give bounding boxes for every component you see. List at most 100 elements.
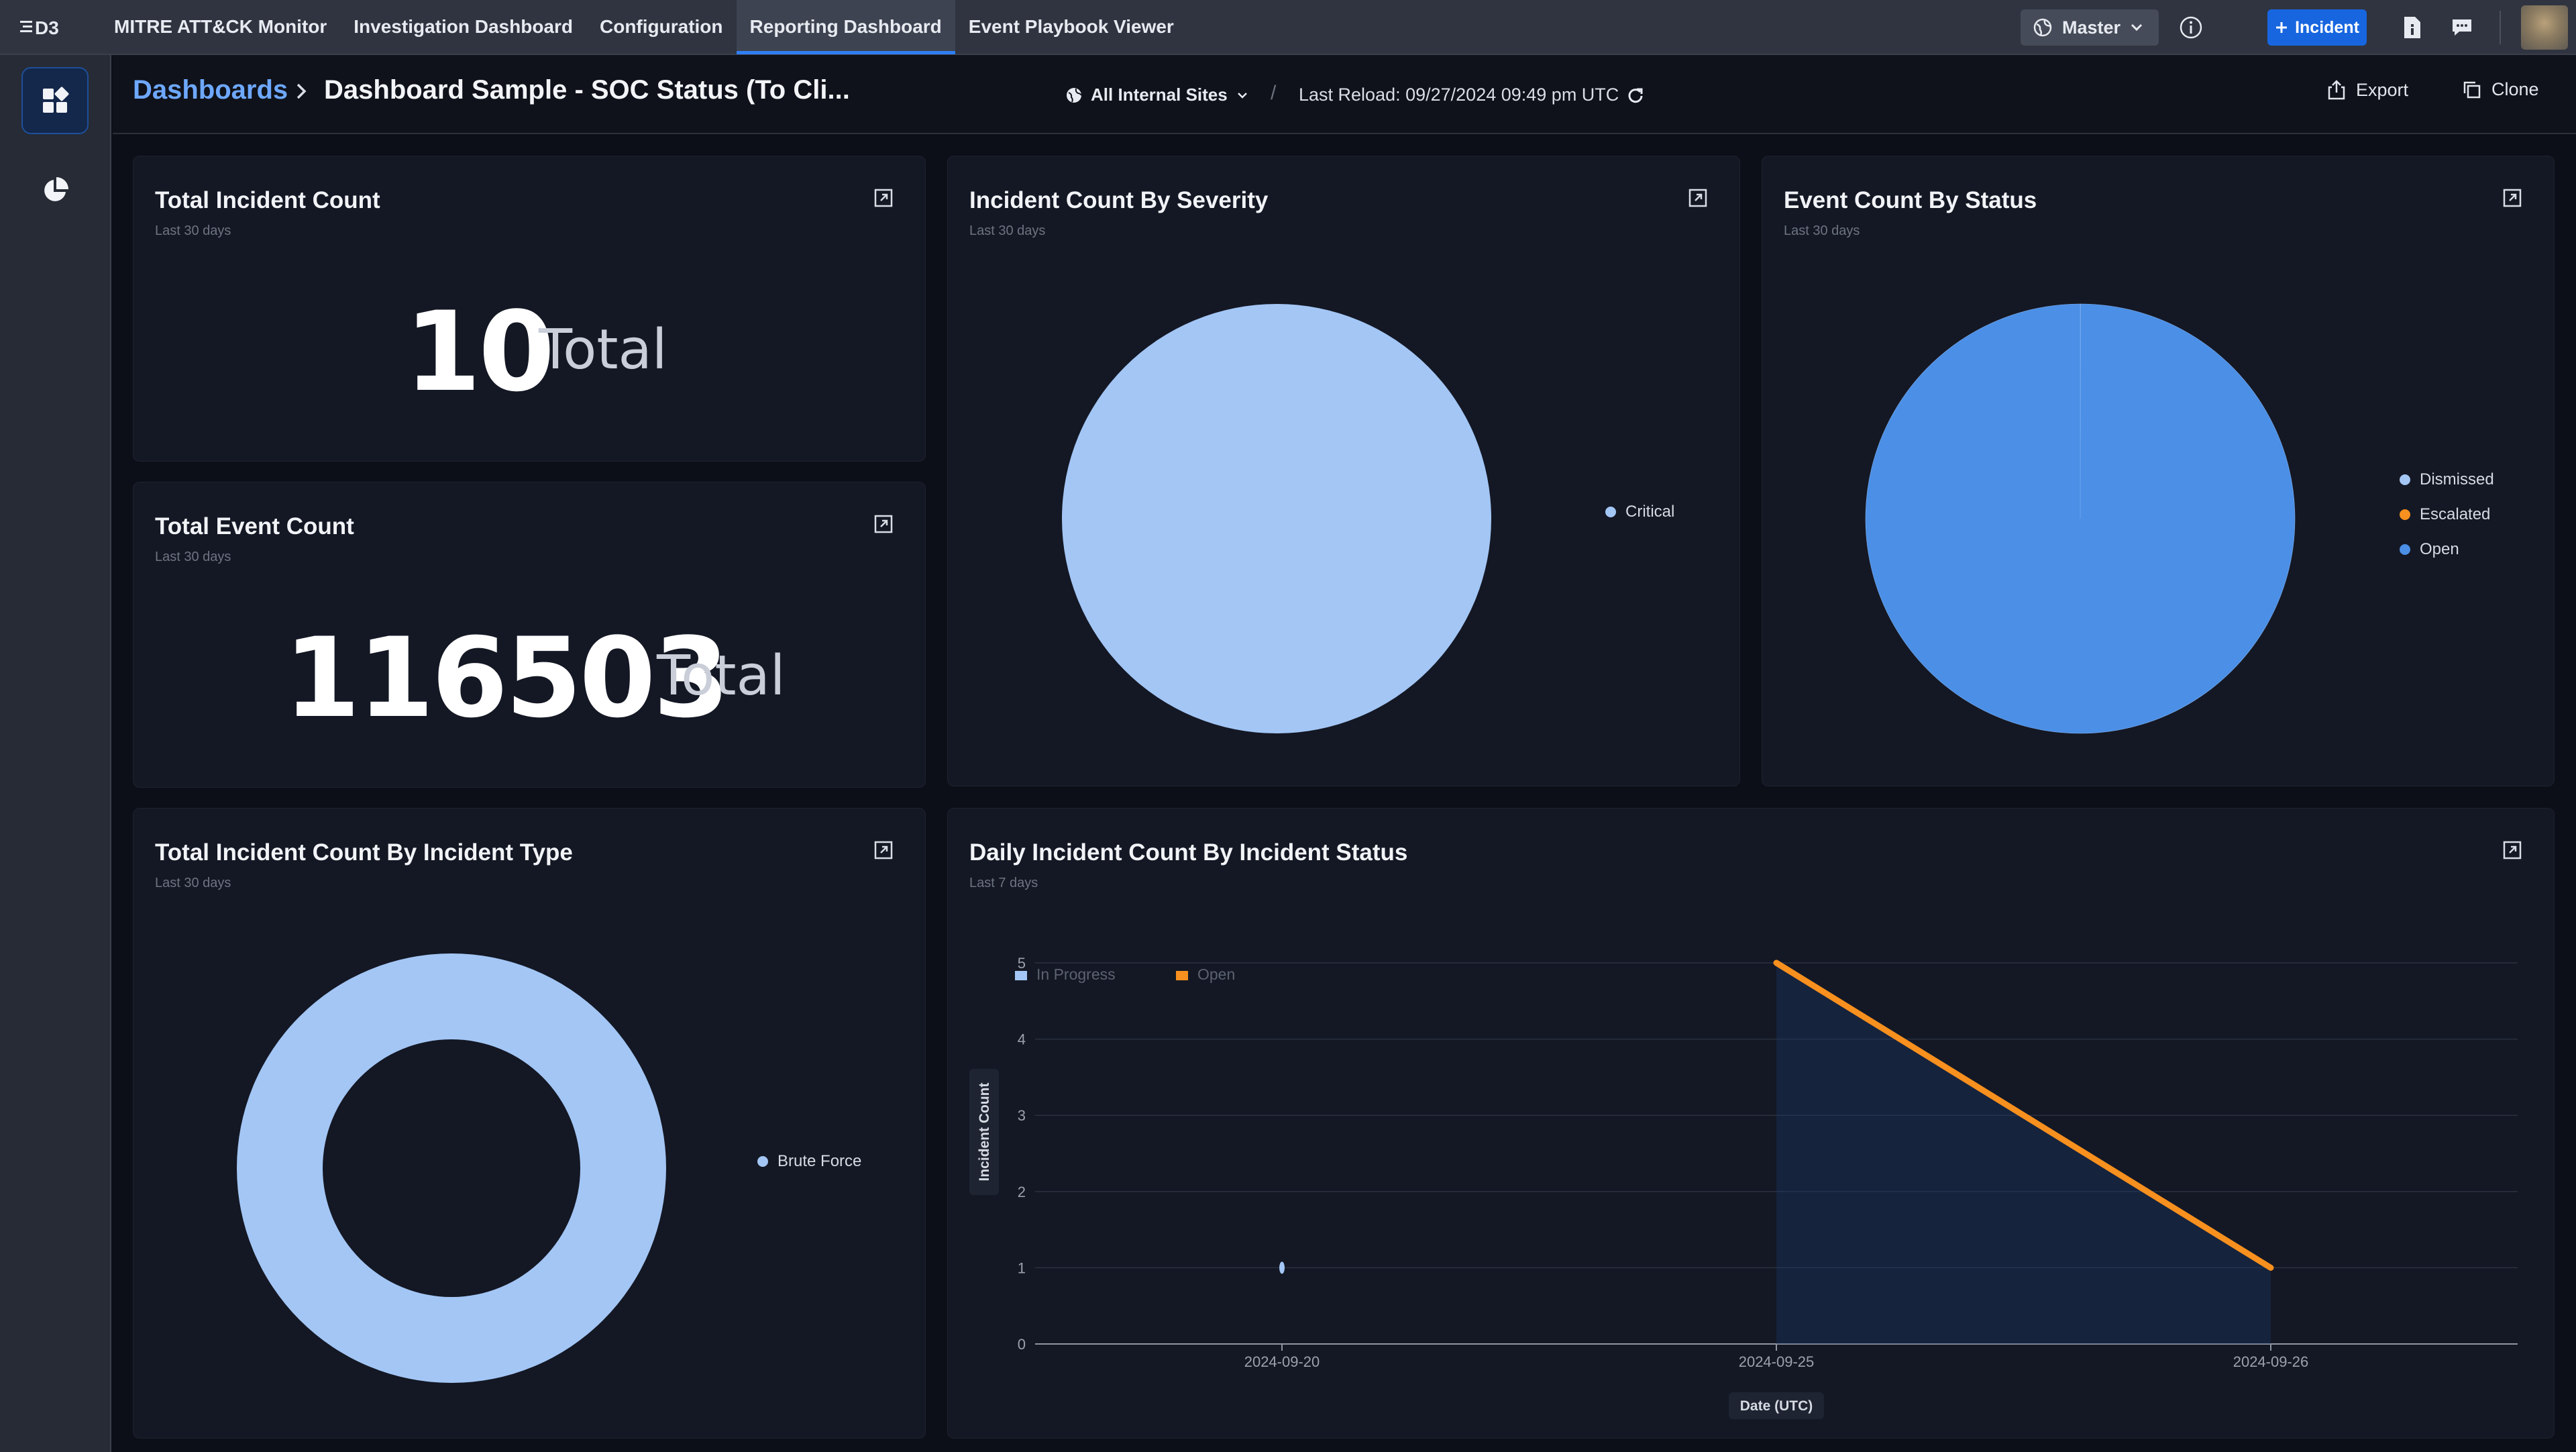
export-icon [2328,80,2345,100]
legend-label: Dismissed [2420,470,2494,488]
clone-label: Clone [2491,79,2539,99]
event-status-pie-chart [1865,303,2296,734]
widget-subtitle: Last 30 days [155,876,231,890]
legend-swatch-in-progress [1015,971,1027,980]
nav-configuration[interactable]: Configuration [600,16,723,37]
logo-text: D3 [35,17,59,37]
sidebar-dashboards-button[interactable] [21,67,89,134]
widget-subtitle: Last 30 days [1784,223,1860,238]
total-event-value: 116503 [284,614,730,742]
expand-widget-icon[interactable] [1687,187,1709,209]
main-nav: MITRE ATT&CK Monitor Investigation Dashb… [101,0,1187,54]
severity-pie-chart [1062,304,1491,733]
d3-logo[interactable]: D3 [0,0,101,54]
nav-reporting-dashboard[interactable]: Reporting Dashboard [736,0,955,54]
expand-widget-icon[interactable] [873,513,894,535]
clone-button[interactable]: Clone [2462,79,2539,100]
legend-label: Escalated [2420,505,2491,523]
legend-dot [1605,507,1616,517]
pie-slice-brute-force[interactable] [237,953,666,1383]
widget-total-event-count: Total Event Count Last 30 days 116503 To… [133,482,926,788]
legend-label: Critical [1625,503,1675,521]
expand-widget-icon[interactable] [873,187,894,209]
nav-investigation-dashboard[interactable]: Investigation Dashboard [354,16,573,37]
y-tick-label: 4 [1018,1031,1026,1048]
header-separator: / [1271,82,1277,104]
sidebar-reports-button[interactable] [21,157,89,224]
expand-widget-icon[interactable] [2502,839,2523,861]
left-sidebar [0,55,111,1452]
legend-label: Open [2420,540,2459,558]
widget-title: Event Count By Status [1784,187,2037,213]
legend-dot [757,1156,768,1167]
y-axis-label-bg [969,1069,999,1195]
widget-total-incident-count: Total Incident Count Last 30 days 10 Tot… [133,156,926,462]
y-tick-label: 0 [1018,1336,1026,1353]
x-tick-label: 2024-09-25 [1739,1353,1815,1370]
widget-title: Total Event Count [155,513,354,539]
document-icon [2404,17,2420,38]
breadcrumb-dashboards-link[interactable]: Dashboards [133,75,288,105]
globe-icon [1067,87,1082,103]
total-incident-unit: Total [539,318,667,382]
legend-item-brute-force[interactable]: Brute Force [757,1152,861,1171]
event-status-legend: Dismissed Escalated Open [2400,470,2494,559]
site-filter-label: All Internal Sites [1091,85,1228,105]
legend-item-open[interactable]: Open [2400,540,2494,559]
widget-event-count-by-status: Event Count By Status Last 30 days Dismi… [1762,156,2555,786]
chat-icon [2453,19,2471,36]
logo-mark-icon: D3 [20,17,59,37]
total-event-unit: Total [657,644,786,708]
tenant-label: Master [2062,17,2121,38]
pie-slice-critical[interactable] [1062,304,1491,733]
x-axis-label-bg [1729,1392,1824,1419]
page-title: Dashboard Sample - SOC Status (To Cli... [324,75,850,105]
expand-widget-icon[interactable] [873,839,894,861]
widget-incident-count-by-type: Total Incident Count By Incident Type La… [133,808,926,1439]
nav-mitre-attack-monitor[interactable]: MITRE ATT&CK Monitor [114,16,327,37]
dashboard-grid-icon [43,87,69,113]
top-navigation-bar: D3 MITRE ATT&CK Monitor Investigation Da… [0,0,2576,55]
refresh-icon[interactable] [1627,87,1644,104]
widget-title: Total Incident Count [155,187,380,213]
legend-label-open[interactable]: Open [1197,966,1235,983]
last-reload: Last Reload: 09/27/2024 09:49 pm UTC [1299,85,1644,105]
copy-icon [2463,81,2481,98]
documentation-button[interactable] [2398,13,2427,42]
widget-subtitle: Last 30 days [969,223,1046,238]
widget-title: Total Incident Count By Incident Type [155,839,573,866]
add-incident-button[interactable]: Incident [2267,9,2367,46]
dashboard-header: Dashboards Dashboard Sample - SOC Status… [113,55,2576,134]
legend-item-critical[interactable]: Critical [1605,503,1674,521]
legend-item-escalated[interactable]: Escalated [2400,505,2494,524]
legend-dot [2400,544,2410,555]
legend-dot [2400,474,2410,485]
legend-label: Brute Force [777,1152,862,1170]
chat-button[interactable] [2447,13,2477,42]
data-point-in-progress[interactable] [1279,1261,1285,1274]
breadcrumb-chevron-icon [297,83,307,99]
user-avatar[interactable] [2521,5,2568,50]
y-tick-label: 5 [1018,955,1026,972]
info-button[interactable] [2176,13,2206,42]
widget-incident-count-by-severity: Incident Count By Severity Last 30 days … [947,156,1740,786]
pie-chart-icon [44,177,68,201]
export-label: Export [2356,79,2409,100]
series-area-open [1776,963,2271,1344]
legend-label-in-progress[interactable]: In Progress [1036,966,1116,983]
nav-event-playbook-viewer[interactable]: Event Playbook Viewer [968,16,1174,37]
widget-daily-incident-count: Daily Incident Count By Incident Status … [947,808,2555,1439]
info-icon [2180,16,2202,39]
series-line-open[interactable] [1773,960,2274,1271]
tenant-select[interactable]: Master [2021,9,2159,46]
expand-widget-icon[interactable] [2502,187,2523,209]
pie-slice-open[interactable] [1865,303,2296,734]
legend-item-dismissed[interactable]: Dismissed [2400,470,2494,489]
incident-type-legend: Brute Force [757,1152,861,1171]
site-filter-select[interactable]: All Internal Sites [1065,85,1249,105]
export-button[interactable]: Export [2326,79,2408,101]
total-incident-value: 10 [405,288,555,416]
daily-incident-line-chart: In Progress Open 0 1 2 3 4 5 Incident Count 2024-… [969,955,2518,1419]
plus-icon [2276,22,2288,33]
chevron-down-icon [2131,23,2143,32]
